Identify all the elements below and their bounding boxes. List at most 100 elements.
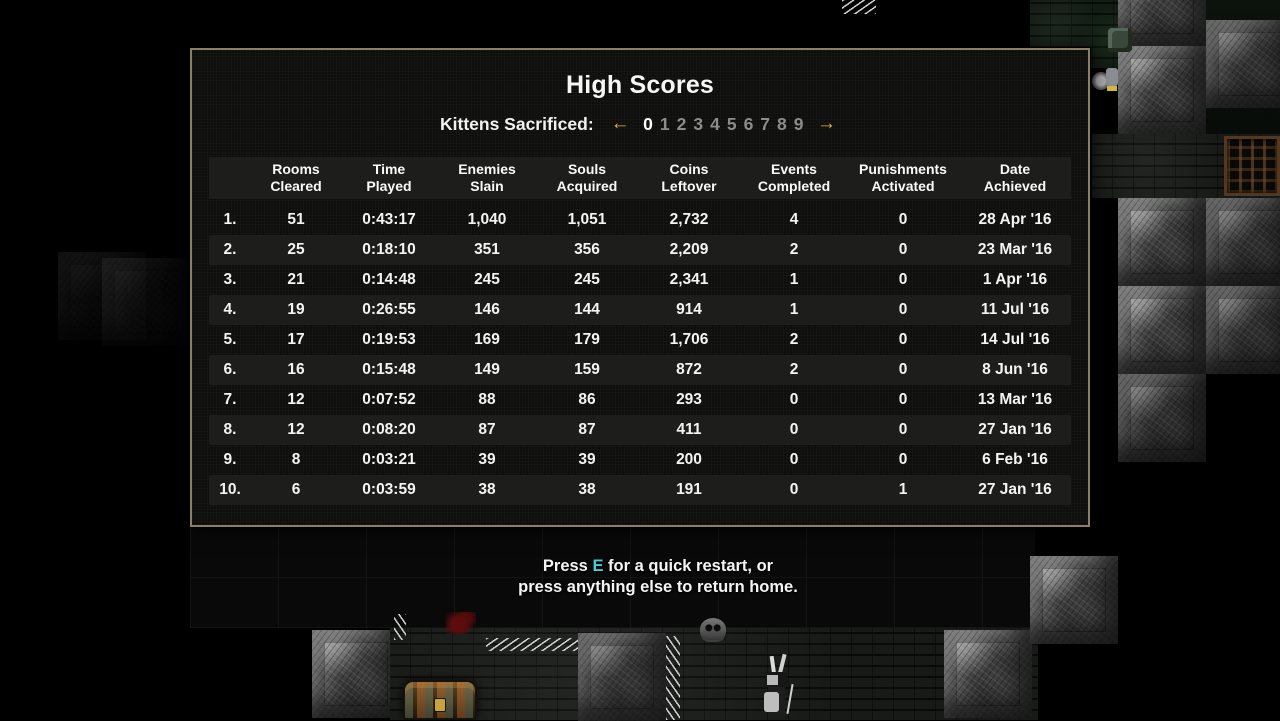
rabbit-face: [767, 675, 778, 685]
knight-feet: [1107, 86, 1117, 91]
kittens-sacrificed-selector: Kittens Sacrificed: ← 0 1 2 3 4 5 6 7 8 …: [192, 113, 1088, 135]
dungeon-gate: [1224, 136, 1280, 196]
score-cell: 1,706: [669, 331, 709, 348]
table-row: 4. 19 0:26:55 146 144 914 1 0 11 Jul '16: [209, 295, 1071, 325]
rank-cell: 4.: [223, 301, 237, 318]
score-table: Rooms Cleared Time Played Enemies Slain …: [209, 157, 1071, 505]
score-cell: 38: [578, 481, 596, 498]
knight-torso: [1106, 68, 1118, 86]
score-cell: 0: [898, 241, 908, 258]
spring-trap: [666, 636, 680, 720]
table-row: 1. 51 0:43:17 1,040 1,051 2,732 4 0 28 Apr '16: [209, 205, 1071, 235]
table-header-row: Rooms Cleared Time Played Enemies Slain …: [209, 157, 1071, 199]
selector-option[interactable]: 7: [760, 113, 771, 134]
selector-option[interactable]: 4: [710, 113, 720, 134]
score-cell: 1,040: [467, 211, 507, 228]
score-cell: 351: [474, 241, 500, 258]
faint-tile-band: [190, 527, 1035, 628]
score-cell: 2,209: [669, 241, 709, 258]
rank-cell: 9.: [223, 451, 237, 468]
score-cell: 0: [789, 391, 799, 408]
score-cell: 17: [287, 331, 305, 348]
column-header-punishments-activated: Punishments Activated: [859, 161, 947, 194]
selector-option[interactable]: 3: [693, 113, 704, 134]
score-cell: 27 Jan '16: [978, 421, 1052, 438]
stone-block-tile: [578, 633, 666, 721]
table-row: 8. 12 0:08:20 87 87 411 0 0 27 Jan '16: [209, 415, 1071, 445]
rank-cell: 5.: [223, 331, 237, 348]
rank-cell: 1.: [223, 211, 237, 228]
table-row: 9. 8 0:03:21 39 39 200 0 0 6 Feb '16: [209, 445, 1071, 475]
score-cell: 2: [789, 361, 799, 378]
score-cell: 191: [676, 481, 702, 498]
score-cell: 1: [898, 481, 908, 498]
score-cell: 6 Feb '16: [982, 451, 1048, 468]
score-cell: 11 Jul '16: [980, 301, 1050, 318]
spike-row: [486, 638, 578, 651]
score-cell: 87: [578, 421, 596, 438]
score-cell: 0:14:48: [362, 271, 416, 288]
score-cell: 914: [676, 301, 702, 318]
score-cell: 1 Apr '16: [982, 271, 1048, 288]
score-cell: 8: [291, 451, 301, 468]
page-title: High Scores: [565, 71, 715, 99]
selector-option[interactable]: 1: [659, 113, 670, 134]
score-cell: 16: [287, 361, 305, 378]
stone-block-tile: [1118, 374, 1206, 462]
score-cell: 0:26:55: [362, 301, 416, 318]
stone-block-tile: [1118, 46, 1206, 134]
score-cell: 0:03:21: [362, 451, 416, 468]
score-cell: 2: [789, 241, 799, 258]
score-cell: 0:43:17: [362, 211, 416, 228]
score-cell: 872: [676, 361, 702, 378]
score-cell: 1: [789, 271, 799, 288]
score-cell: 2,732: [669, 211, 709, 228]
score-cell: 51: [287, 211, 305, 228]
selector-option[interactable]: 9: [793, 113, 804, 134]
score-cell: 0: [789, 421, 799, 438]
score-cell: 87: [478, 421, 496, 438]
score-cell: 12: [287, 421, 305, 438]
rank-cell: 3.: [223, 271, 237, 288]
column-header-rooms-cleared: Rooms Cleared: [270, 161, 322, 194]
score-cell: 169: [474, 331, 500, 348]
column-header-enemies-slain: Enemies Slain: [458, 161, 516, 194]
selector-option-selected[interactable]: 0: [643, 113, 653, 134]
selector-option[interactable]: 5: [726, 113, 737, 134]
score-cell: 149: [474, 361, 500, 378]
score-cell: 23 Mar '16: [977, 241, 1053, 258]
left-arrow-icon[interactable]: ←: [610, 113, 630, 134]
score-cell: 38: [478, 481, 496, 498]
stone-block-tile: [1118, 0, 1206, 46]
skull-sprite: [700, 618, 726, 640]
score-cell: 0: [898, 391, 908, 408]
score-cell: 411: [676, 421, 702, 438]
score-cell: 39: [478, 451, 496, 468]
stone-block-tile: [1206, 286, 1280, 374]
score-cell: 2: [789, 331, 799, 348]
stone-block-tile: [1206, 20, 1280, 108]
score-cell: 293: [676, 391, 702, 408]
score-cell: 39: [578, 451, 596, 468]
stone-block-tile: [1118, 286, 1206, 374]
score-cell: 27 Jan '16: [978, 481, 1052, 498]
score-cell: 25: [287, 241, 305, 258]
stone-block-tile: [102, 258, 190, 346]
stone-block-tile: [1030, 556, 1118, 644]
score-cell: 21: [287, 271, 305, 288]
selector-option[interactable]: 8: [777, 113, 787, 134]
score-cell: 0: [789, 481, 799, 498]
selector-option[interactable]: 6: [743, 113, 754, 134]
right-arrow-icon[interactable]: →: [817, 113, 836, 134]
score-cell: 144: [574, 301, 600, 318]
hint-line-2: press anything else to return home.: [518, 578, 798, 596]
wheel-icon: [1092, 72, 1110, 90]
score-table-body: 1. 51 0:43:17 1,040 1,051 2,732 4 0 28 Apr '16 2.…: [209, 205, 1071, 505]
score-cell: 4: [789, 211, 799, 228]
score-cell: 0: [898, 421, 908, 438]
score-cell: 0:03:59: [362, 481, 416, 498]
rank-cell: 6.: [223, 361, 237, 378]
selector-option[interactable]: 2: [676, 113, 687, 134]
spring-trap: [842, 0, 876, 14]
score-cell: 0:07:52: [362, 391, 416, 408]
